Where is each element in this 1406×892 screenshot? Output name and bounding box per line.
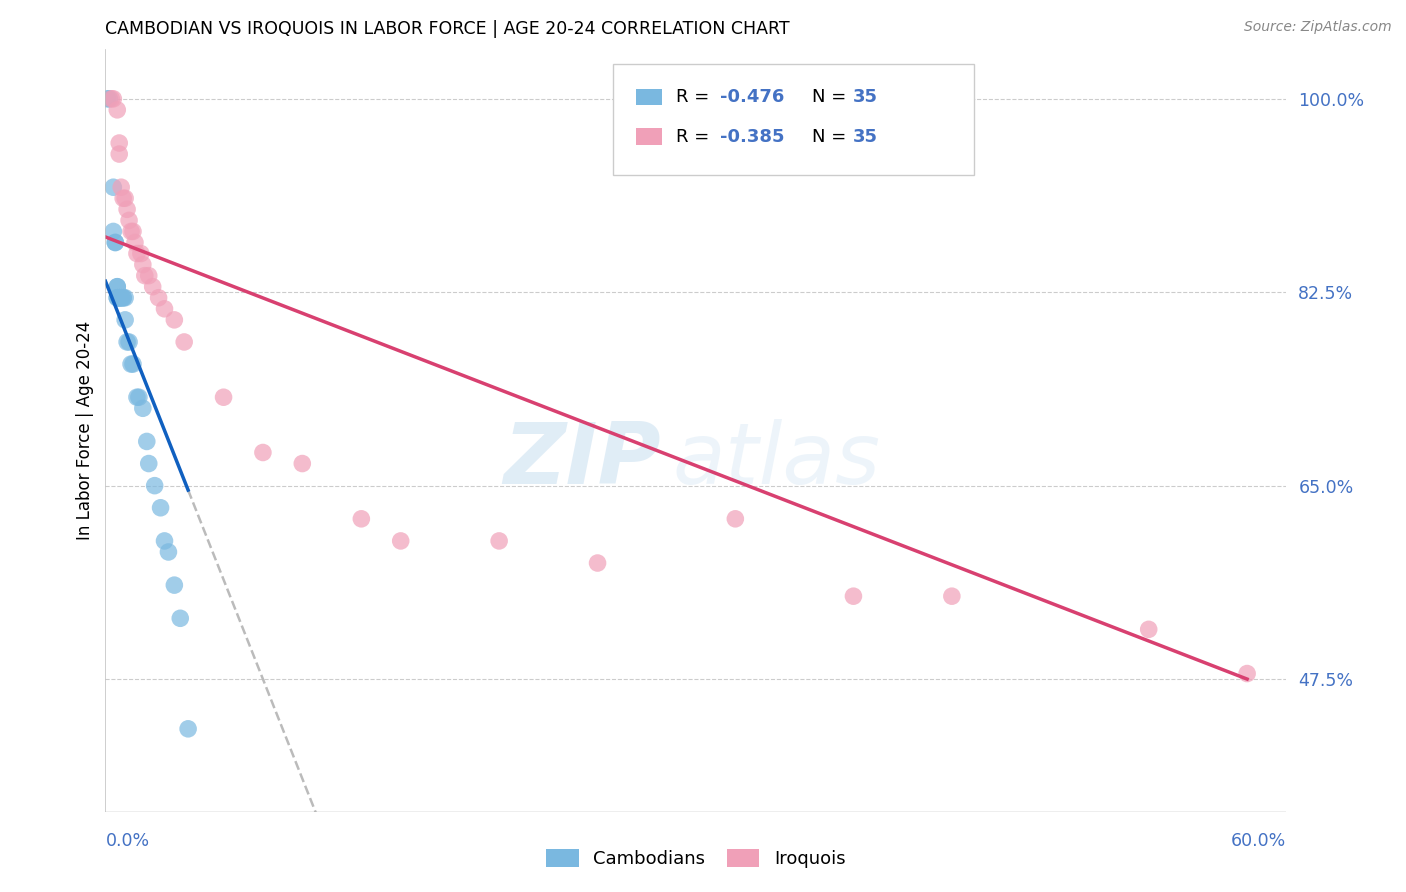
Text: ZIP: ZIP (503, 419, 661, 502)
Point (153, 301, 176, 316)
Point (104, 235, 127, 250)
Point (100, 92, 122, 106)
Text: 35: 35 (853, 128, 879, 145)
Point (112, 191, 135, 205)
Point (842, 589, 865, 603)
Point (291, 457, 314, 471)
Point (173, 334, 195, 349)
Point (110, 291, 132, 305)
Point (350, 512, 373, 526)
Y-axis label: In Labor Force | Age 20-24: In Labor Force | Age 20-24 (76, 321, 94, 540)
Point (103, 224, 125, 238)
Point (153, 533, 176, 548)
Point (105, 291, 128, 305)
Point (103, 92, 125, 106)
Point (135, 434, 157, 449)
Point (104, 235, 127, 250)
Point (118, 334, 141, 349)
Point (138, 268, 160, 283)
Point (122, 357, 145, 371)
Point (108, 147, 131, 161)
FancyBboxPatch shape (613, 64, 973, 175)
Point (122, 224, 145, 238)
Point (110, 291, 132, 305)
Point (1236, 666, 1258, 681)
Text: R =: R = (676, 88, 714, 106)
Point (112, 291, 135, 305)
Point (488, 533, 510, 548)
Point (1137, 623, 1160, 637)
Point (132, 401, 155, 416)
Point (163, 578, 186, 592)
Point (112, 291, 135, 305)
Point (212, 390, 235, 404)
Text: 60.0%: 60.0% (1232, 831, 1286, 849)
Point (169, 611, 191, 625)
Point (105, 103, 128, 117)
Point (96, 92, 118, 106)
Point (108, 291, 131, 305)
Point (120, 224, 142, 238)
Point (110, 180, 132, 194)
Point (98, 92, 121, 106)
Point (177, 722, 200, 736)
Point (114, 291, 136, 305)
Point (148, 291, 170, 305)
Point (108, 291, 131, 305)
Point (108, 291, 131, 305)
Point (724, 512, 747, 526)
Point (105, 291, 128, 305)
Point (132, 258, 155, 272)
Point (142, 279, 165, 293)
Text: N =: N = (811, 128, 852, 145)
Point (115, 202, 138, 217)
Point (103, 180, 125, 194)
Point (252, 445, 274, 459)
FancyBboxPatch shape (636, 88, 662, 105)
Point (163, 313, 186, 327)
Point (389, 533, 412, 548)
Text: 35: 35 (853, 88, 879, 106)
Point (114, 313, 136, 327)
Text: N =: N = (811, 88, 852, 106)
Point (586, 556, 609, 570)
Point (125, 390, 148, 404)
Point (138, 457, 160, 471)
Point (128, 390, 150, 404)
Point (124, 235, 146, 250)
Text: R =: R = (676, 128, 714, 145)
Text: atlas: atlas (672, 419, 880, 502)
Point (149, 500, 172, 515)
Point (941, 589, 963, 603)
Point (115, 334, 138, 349)
Point (134, 268, 156, 283)
Text: -0.476: -0.476 (720, 88, 785, 106)
Point (125, 246, 148, 260)
Text: 0.0%: 0.0% (105, 831, 149, 849)
Legend: Cambodians, Iroquois: Cambodians, Iroquois (538, 841, 853, 875)
Point (108, 136, 131, 150)
Text: Source: ZipAtlas.com: Source: ZipAtlas.com (1244, 20, 1392, 34)
Point (143, 478, 166, 492)
Point (120, 357, 142, 371)
Point (105, 279, 128, 293)
Point (118, 213, 141, 227)
Point (114, 191, 136, 205)
Point (157, 545, 180, 559)
Point (105, 279, 128, 293)
Text: CAMBODIAN VS IROQUOIS IN LABOR FORCE | AGE 20-24 CORRELATION CHART: CAMBODIAN VS IROQUOIS IN LABOR FORCE | A… (105, 20, 790, 37)
FancyBboxPatch shape (636, 128, 662, 145)
Text: -0.385: -0.385 (720, 128, 785, 145)
Point (129, 246, 152, 260)
